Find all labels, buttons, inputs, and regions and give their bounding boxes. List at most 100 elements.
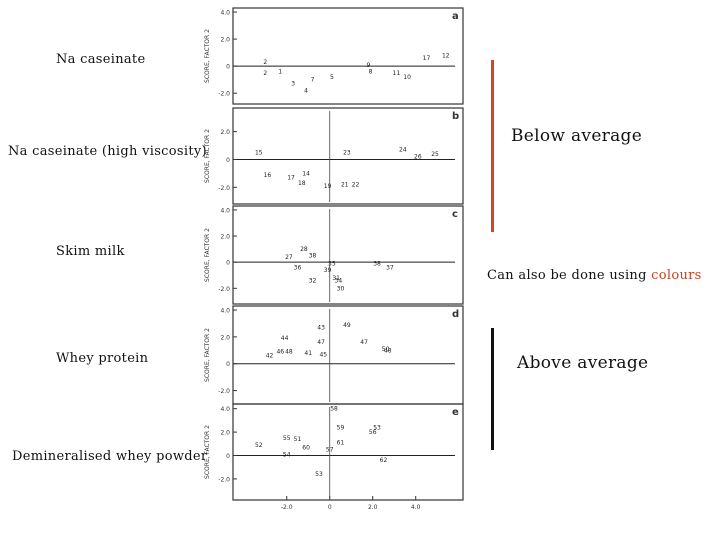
data-point-a: 8 [369, 69, 373, 76]
data-point-b: 14 [302, 170, 310, 177]
y-tick-label: 0 [226, 361, 230, 368]
panel-letter-e: e [452, 407, 459, 418]
data-point-b: 18 [298, 180, 306, 187]
data-point-e: 58 [330, 406, 338, 413]
data-point-b: 19 [324, 183, 332, 190]
data-point-c: 39 [324, 267, 332, 274]
y-tick-label: 4.0 [220, 10, 230, 17]
panel-frame-c [232, 205, 464, 305]
data-point-e: 53 [315, 471, 323, 478]
data-point-c: 30 [337, 285, 345, 292]
data-point-d: 43 [317, 324, 325, 331]
data-point-c: 38 [373, 260, 381, 267]
panel-frame-e [232, 403, 464, 501]
data-point-e: 56 [369, 429, 377, 436]
plot-label-whey-protein: Whey protein [56, 351, 149, 366]
x-tick-label: 0 [328, 504, 332, 511]
y-axis-label-e: SCORE, FACTOR 2 [204, 425, 211, 479]
data-point-c: 37 [386, 264, 394, 271]
data-point-a: 7 [311, 77, 315, 84]
data-point-d: 42 [266, 353, 274, 360]
data-point-a: 2 [263, 59, 267, 66]
plot-label-skim-milk: Skim milk [56, 244, 125, 259]
data-point-d: 49 [343, 322, 351, 329]
y-axis-label-b: SCORE, FACTOR 2 [204, 129, 211, 183]
data-point-c: 28 [300, 246, 308, 253]
panel-frame-a [232, 7, 464, 105]
data-point-b: 22 [352, 182, 360, 189]
data-point-a: 4 [304, 87, 308, 94]
y-axis-label-d: SCORE, FACTOR 2 [204, 328, 211, 382]
data-point-d: 48 [384, 347, 392, 354]
data-point-a: 12 [442, 52, 450, 59]
y-axis-label-a: SCORE, FACTOR 2 [204, 29, 211, 83]
data-point-b: 21 [341, 182, 349, 189]
data-point-a: 3 [291, 81, 295, 88]
y-tick-label: 0 [226, 64, 230, 71]
data-point-d: 44 [281, 335, 289, 342]
data-point-a: 11 [393, 70, 401, 77]
y-axis-label-c: SCORE, FACTOR 2 [204, 228, 211, 282]
data-point-c: 31 [332, 275, 340, 282]
y-tick-label: 2.0 [220, 234, 230, 241]
data-point-a: 1 [278, 69, 282, 76]
colours-note-prefix: Can also be done using [487, 268, 652, 283]
data-point-e: 62 [380, 457, 388, 464]
colours-note-word: colours [651, 268, 702, 283]
above-average-label: Above average [517, 353, 649, 373]
plot-label-na-caseinate-high-viscosity: Na caseinate (high viscosity) [8, 144, 207, 159]
y-tick-label: 0 [226, 453, 230, 460]
plot-label-demineralised-whey-powder: Demineralised whey powder [12, 449, 208, 464]
data-point-c: 35 [328, 260, 336, 267]
panel-letter-c: c [452, 209, 458, 220]
data-point-b: 23 [343, 150, 351, 157]
data-point-e: 53 [373, 424, 381, 431]
data-point-b: 24 [399, 147, 407, 154]
x-tick-label: -2.0 [281, 504, 293, 511]
data-point-e: 57 [326, 447, 334, 454]
data-point-e: 54 [283, 451, 291, 458]
y-tick-label: 0 [226, 157, 230, 164]
data-point-b: 15 [255, 150, 263, 157]
data-point-b: 25 [431, 151, 439, 158]
x-tick-label: 2.0 [368, 504, 378, 511]
below-average-label: Below average [511, 126, 643, 146]
y-tick-label: 2.0 [220, 129, 230, 136]
data-point-d: 46 [276, 349, 284, 356]
data-point-d: 50 [382, 346, 390, 353]
data-point-d: 41 [304, 350, 312, 357]
data-point-e: 61 [337, 440, 345, 447]
y-tick-label: 2.0 [220, 430, 230, 437]
y-tick-label: -2.0 [218, 185, 230, 192]
data-point-e: 51 [294, 436, 302, 443]
y-tick-label: 2.0 [220, 37, 230, 44]
data-point-c: 38 [309, 253, 317, 260]
y-tick-label: 4.0 [220, 308, 230, 315]
data-point-d: 45 [319, 351, 327, 358]
data-point-d: 48 [285, 349, 293, 356]
data-point-b: 16 [264, 172, 272, 179]
data-point-d: 47 [360, 339, 368, 346]
y-tick-label: 2.0 [220, 334, 230, 341]
data-point-a: 10 [403, 74, 411, 81]
data-point-a: 17 [423, 55, 431, 62]
data-point-b: 17 [287, 175, 295, 182]
data-point-c: 32 [309, 277, 317, 284]
data-point-d: 47 [317, 339, 325, 346]
data-point-c: 27 [285, 254, 293, 261]
plot-label-na-caseinate: Na caseinate [56, 52, 146, 67]
y-tick-label: -2.0 [218, 476, 230, 483]
data-point-e: 59 [337, 424, 345, 431]
panel-letter-a: a [452, 11, 459, 22]
data-point-a: 9 [367, 62, 371, 69]
panel-frame-b [232, 107, 464, 205]
y-tick-label: -2.0 [218, 286, 230, 293]
data-point-a: 5 [330, 74, 334, 81]
data-point-c: 34 [335, 277, 343, 284]
below-average-bar [491, 60, 494, 232]
data-point-b: 26 [414, 154, 422, 161]
panel-letter-b: b [452, 111, 459, 122]
score-plots-column: a 4.0 2.0 0 -2.0 SCORE, FACTOR 2 2 2 1 3 4 7 5 9 8 11 10… [195, 0, 475, 540]
data-point-e: 60 [302, 444, 310, 451]
